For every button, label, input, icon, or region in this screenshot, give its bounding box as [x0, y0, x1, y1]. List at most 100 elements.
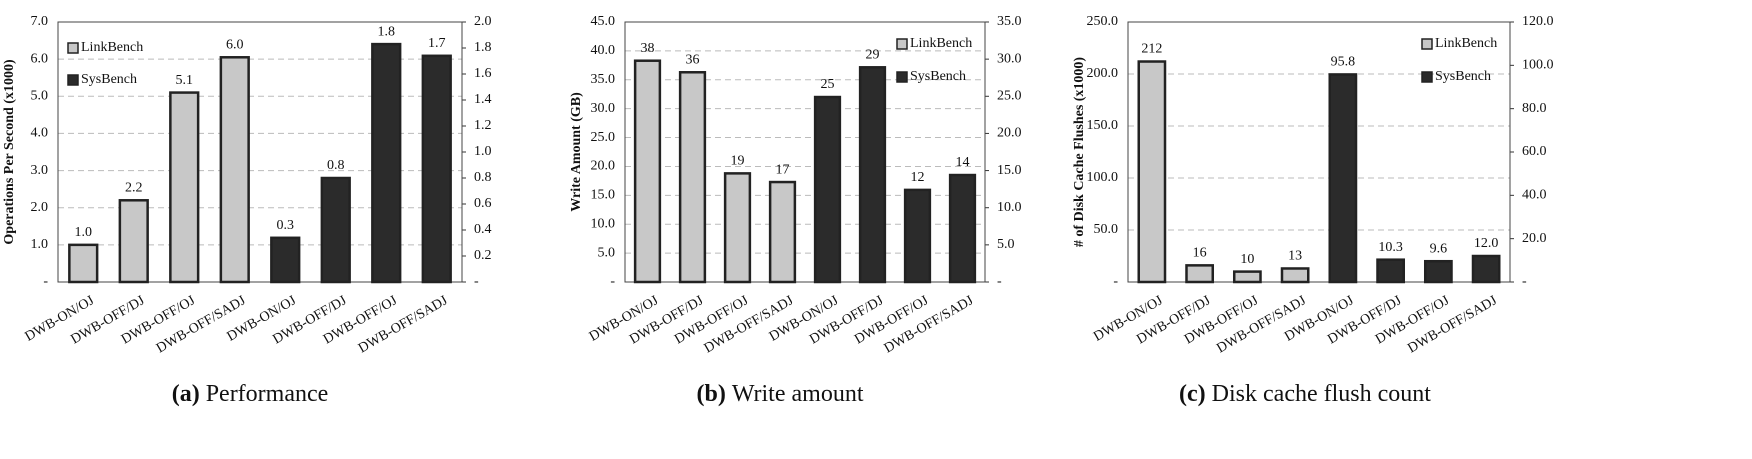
legend-swatch [67, 74, 79, 86]
legend-label: LinkBench [1435, 36, 1497, 51]
y2-tick-label: 60.0 [1522, 144, 1547, 159]
caption: (b) Write amount [696, 381, 863, 407]
y-tick-label: 250.0 [1087, 14, 1119, 29]
data-label: 9.6 [1430, 241, 1448, 256]
legend-label: LinkBench [81, 40, 143, 55]
bar [1185, 264, 1215, 284]
y-tick-label: 40.0 [591, 43, 616, 58]
y2-tick-label: 1.8 [474, 40, 492, 55]
y2-tick-label: 0.4 [474, 222, 492, 237]
bar [1137, 60, 1167, 284]
y-tick-label: 7.0 [31, 14, 49, 29]
y2-tick-label: 30.0 [997, 51, 1022, 66]
bar [219, 56, 250, 284]
bar [813, 95, 842, 284]
y2-tick-label: 20.0 [1522, 231, 1547, 246]
y2-tick-label: - [1522, 274, 1527, 289]
data-label: 6.0 [226, 38, 244, 53]
chart-panel: - 5.0 10.0 15.0 20.0 25.0 30.0 35.0 40.0 45.0 - 5.0… [569, 14, 1021, 406]
bar [1328, 73, 1358, 284]
legend-label: SysBench [81, 72, 137, 87]
data-label: 29 [866, 48, 880, 63]
y2-tick-label: 35.0 [997, 14, 1022, 29]
data-label: 212 [1141, 42, 1162, 57]
data-label: 38 [641, 41, 655, 56]
y2-tick-label: 1.2 [474, 118, 492, 133]
y-axis-label: Write Amount (GB) [569, 92, 584, 212]
y2-tick-label: 15.0 [997, 163, 1022, 178]
y2-tick-label: 100.0 [1522, 58, 1554, 73]
x-tick-label: DWB-OFF/SADJ [356, 293, 451, 356]
bar [270, 236, 301, 284]
legend-label: SysBench [910, 69, 966, 84]
bar [1280, 267, 1310, 284]
caption-label: (b) [696, 381, 725, 407]
y2-tick-label: 0.2 [474, 248, 492, 263]
data-label: 1.0 [75, 225, 93, 240]
data-label: 2.2 [125, 181, 143, 196]
chart-panel: - 1.0 2.0 3.0 4.0 5.0 6.0 7.0 - 0.2 0.4 0.6 0.8 1.0 1.… [2, 14, 491, 406]
y2-tick-label: - [997, 274, 1002, 289]
data-label: 12.0 [1474, 236, 1499, 251]
y-tick-label: - [610, 274, 615, 289]
bar [1423, 259, 1453, 284]
bar [1376, 258, 1406, 284]
bar [118, 199, 149, 284]
y2-tick-label: 2.0 [474, 14, 492, 29]
y-tick-label: 100.0 [1087, 170, 1119, 185]
y-tick-label: 200.0 [1087, 66, 1119, 81]
y2-tick-label: 1.0 [474, 144, 492, 159]
data-label: 0.3 [277, 218, 295, 233]
caption-text: Write amount [732, 381, 864, 407]
bar [858, 66, 887, 284]
legend-swatch [1421, 38, 1433, 50]
y-tick-label: 20.0 [591, 159, 616, 174]
data-label: 1.8 [378, 24, 396, 39]
y-tick-label: 25.0 [591, 130, 616, 145]
legend-swatch [1421, 71, 1433, 83]
data-label: 10 [1240, 252, 1254, 267]
caption: (a) Performance [172, 381, 329, 407]
y-tick-label: 15.0 [591, 188, 616, 203]
legend-swatch [67, 42, 79, 54]
y-tick-label: 5.0 [31, 89, 49, 104]
bar [723, 172, 752, 284]
y-tick-label: 10.0 [591, 216, 616, 231]
bar [421, 54, 452, 284]
caption-label: (a) [172, 381, 200, 407]
y2-tick-label: 1.4 [474, 92, 492, 107]
data-label: 19 [731, 154, 745, 169]
y2-tick-label: 0.8 [474, 170, 492, 185]
bar [1232, 270, 1262, 284]
data-label: 0.8 [327, 158, 345, 173]
legend-swatch [896, 38, 908, 50]
bar [633, 59, 662, 284]
y-tick-label: 3.0 [31, 163, 49, 178]
y-tick-label: 50.0 [1094, 222, 1119, 237]
y-tick-label: 6.0 [31, 51, 49, 66]
y-tick-label: 1.0 [31, 237, 49, 252]
bar [678, 71, 707, 284]
plot-frame [1127, 21, 1511, 283]
y2-tick-label: 20.0 [997, 126, 1022, 141]
legend-swatch [896, 71, 908, 83]
y2-tick-label: 80.0 [1522, 101, 1547, 116]
bar [1471, 254, 1501, 284]
y2-tick-label: 5.0 [997, 237, 1015, 252]
bar [320, 176, 351, 284]
chart-panel: - 50.0 100.0 150.0 200.0 250.0 - 20.0 40.0 60.0 80… [1072, 14, 1553, 406]
bar [371, 42, 402, 284]
y-tick-label: - [43, 274, 48, 289]
y2-tick-label: 1.6 [474, 66, 492, 81]
data-label: 14 [956, 155, 970, 170]
legend-label: LinkBench [910, 36, 972, 51]
y-tick-label: 150.0 [1087, 118, 1119, 133]
y2-tick-label: - [474, 274, 479, 289]
x-tick-label: DWB-OFF/SADJ [154, 293, 249, 356]
y-tick-label: 45.0 [591, 14, 616, 29]
data-label: 16 [1193, 246, 1207, 261]
plot-frame [57, 21, 463, 283]
y-tick-label: - [1113, 274, 1118, 289]
caption-label: (c) [1179, 381, 1206, 407]
